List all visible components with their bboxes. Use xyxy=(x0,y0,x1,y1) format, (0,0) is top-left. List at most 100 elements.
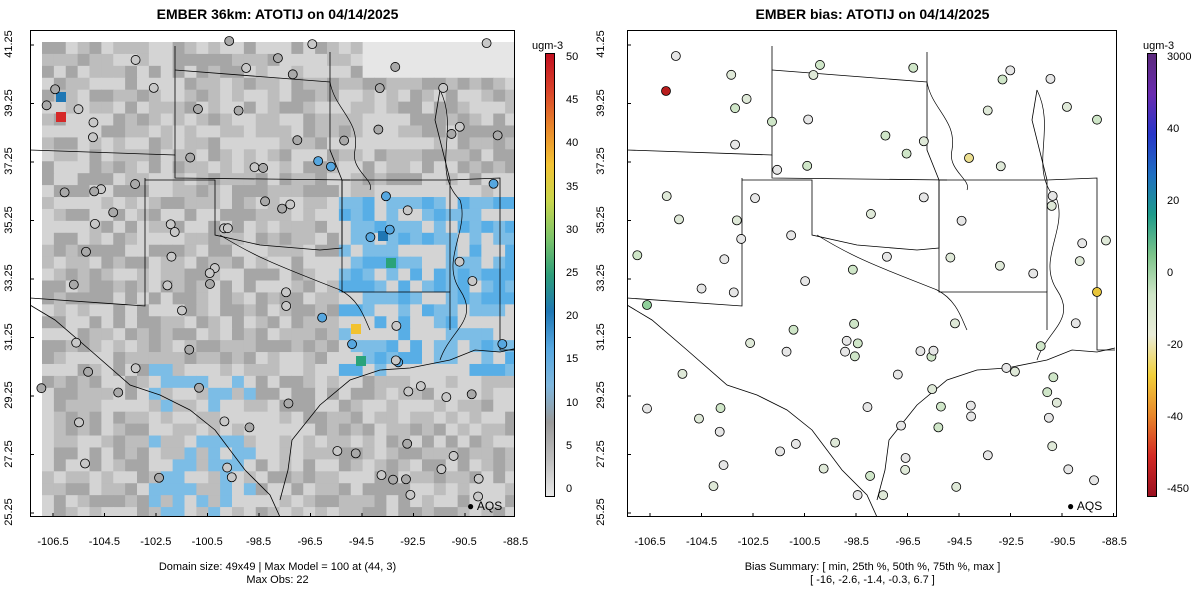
aqs-station-marker[interactable] xyxy=(865,471,875,481)
aqs-station-marker[interactable] xyxy=(260,196,270,207)
aqs-station-marker[interactable] xyxy=(945,252,956,263)
aqs-station-marker[interactable] xyxy=(849,351,860,362)
aqs-station-marker[interactable] xyxy=(908,62,919,73)
aqs-station-marker[interactable] xyxy=(965,400,976,411)
aqs-station-marker[interactable] xyxy=(852,490,863,500)
aqs-station-marker[interactable] xyxy=(446,129,457,139)
aqs-station-marker[interactable] xyxy=(788,324,799,335)
aqs-station-marker[interactable] xyxy=(277,203,287,214)
aqs-station-marker[interactable] xyxy=(169,227,180,237)
aqs-station-marker[interactable] xyxy=(696,283,707,294)
aqs-station-marker[interactable] xyxy=(964,153,974,163)
aqs-station-marker[interactable] xyxy=(50,84,61,95)
aqs-station-marker[interactable] xyxy=(273,53,283,63)
aqs-station-marker[interactable] xyxy=(376,470,387,481)
aqs-station-marker[interactable] xyxy=(642,300,652,310)
aqs-station-marker[interactable] xyxy=(283,398,294,409)
aqs-station-marker[interactable] xyxy=(730,103,740,114)
aqs-station-marker[interactable] xyxy=(786,230,797,241)
aqs-station-marker[interactable] xyxy=(497,339,508,349)
aqs-station-marker[interactable] xyxy=(36,383,47,394)
aqs-station-marker[interactable] xyxy=(403,386,414,397)
aqs-station-marker[interactable] xyxy=(222,223,233,234)
aqs-station-marker[interactable] xyxy=(1005,65,1016,76)
aqs-station-marker[interactable] xyxy=(281,301,292,311)
aqs-station-marker[interactable] xyxy=(1010,366,1020,377)
aqs-station-marker[interactable] xyxy=(982,450,993,461)
aqs-station-marker[interactable] xyxy=(750,193,760,204)
aqs-station-marker[interactable] xyxy=(88,117,99,128)
aqs-station-marker[interactable] xyxy=(287,69,298,80)
aqs-station-marker[interactable] xyxy=(415,381,426,392)
aqs-station-marker[interactable] xyxy=(900,464,911,475)
aqs-station-marker[interactable] xyxy=(642,403,652,414)
aqs-station-marker[interactable] xyxy=(933,422,944,433)
aqs-station-marker[interactable] xyxy=(1047,191,1058,201)
aqs-station-marker[interactable] xyxy=(800,276,811,287)
aqs-station-marker[interactable] xyxy=(317,312,328,323)
aqs-station-marker[interactable] xyxy=(473,473,484,484)
aqs-station-marker[interactable] xyxy=(901,148,912,159)
aqs-station-marker[interactable] xyxy=(339,135,350,146)
aqs-station-marker[interactable] xyxy=(233,105,244,116)
aqs-station-marker[interactable] xyxy=(59,187,70,198)
aqs-station-marker[interactable] xyxy=(224,36,235,46)
aqs-station-marker[interactable] xyxy=(1062,101,1072,112)
aqs-station-marker[interactable] xyxy=(473,491,483,502)
aqs-station-marker[interactable] xyxy=(448,451,459,461)
aqs-station-marker[interactable] xyxy=(880,130,891,141)
aqs-station-marker[interactable] xyxy=(900,453,911,463)
aqs-station-marker[interactable] xyxy=(466,389,477,400)
aqs-station-marker[interactable] xyxy=(258,163,269,173)
aqs-station-marker[interactable] xyxy=(390,355,401,366)
aqs-station-marker[interactable] xyxy=(391,321,402,331)
aqs-station-marker[interactable] xyxy=(226,472,237,483)
aqs-station-marker[interactable] xyxy=(674,214,684,225)
aqs-station-marker[interactable] xyxy=(384,224,395,235)
aqs-station-marker[interactable] xyxy=(708,481,719,492)
aqs-station-marker[interactable] xyxy=(878,490,889,501)
aqs-station-marker[interactable] xyxy=(730,139,740,150)
aqs-station-marker[interactable] xyxy=(1074,256,1085,266)
aqs-station-marker[interactable] xyxy=(177,305,187,316)
aqs-station-marker[interactable] xyxy=(365,232,376,243)
aqs-station-marker[interactable] xyxy=(862,402,873,412)
aqs-station-marker[interactable] xyxy=(1077,238,1088,249)
aqs-station-marker[interactable] xyxy=(184,344,195,355)
aqs-station-marker[interactable] xyxy=(1047,441,1058,452)
aqs-station-marker[interactable] xyxy=(68,279,79,290)
aqs-station-marker[interactable] xyxy=(285,199,296,210)
aqs-station-marker[interactable] xyxy=(81,246,91,257)
aqs-station-marker[interactable] xyxy=(956,215,967,226)
aqs-station-marker[interactable] xyxy=(130,179,140,189)
aqs-station-marker[interactable] xyxy=(89,186,100,197)
aqs-station-marker[interactable] xyxy=(767,116,777,127)
aqs-station-marker[interactable] xyxy=(166,251,177,262)
aqs-station-marker[interactable] xyxy=(381,191,391,202)
aqs-station-marker[interactable] xyxy=(154,472,164,483)
aqs-station-marker[interactable] xyxy=(1048,372,1059,383)
aqs-station-marker[interactable] xyxy=(401,474,411,485)
aqs-station-marker[interactable] xyxy=(1051,397,1062,408)
aqs-station-marker[interactable] xyxy=(467,276,478,286)
aqs-station-marker[interactable] xyxy=(326,161,336,172)
aqs-station-marker[interactable] xyxy=(373,124,384,135)
aqs-station-marker[interactable] xyxy=(677,368,688,379)
aqs-station-marker[interactable] xyxy=(745,338,756,348)
aqs-station-marker[interactable] xyxy=(966,411,976,422)
aqs-station-marker[interactable] xyxy=(849,318,860,329)
aqs-station-marker[interactable] xyxy=(249,162,260,173)
aqs-station-marker[interactable] xyxy=(204,268,215,279)
aqs-station-marker[interactable] xyxy=(841,335,852,346)
aqs-station-marker[interactable] xyxy=(995,161,1006,172)
aqs-station-marker[interactable] xyxy=(661,86,671,96)
aqs-station-marker[interactable] xyxy=(162,280,173,291)
aqs-station-marker[interactable] xyxy=(83,366,94,377)
aqs-station-marker[interactable] xyxy=(1028,268,1039,279)
aqs-station-marker[interactable] xyxy=(896,420,906,431)
aqs-station-marker[interactable] xyxy=(927,384,938,395)
aqs-station-marker[interactable] xyxy=(241,63,252,73)
aqs-station-marker[interactable] xyxy=(781,346,792,357)
aqs-station-marker[interactable] xyxy=(1070,318,1081,329)
aqs-station-marker[interactable] xyxy=(438,83,449,93)
